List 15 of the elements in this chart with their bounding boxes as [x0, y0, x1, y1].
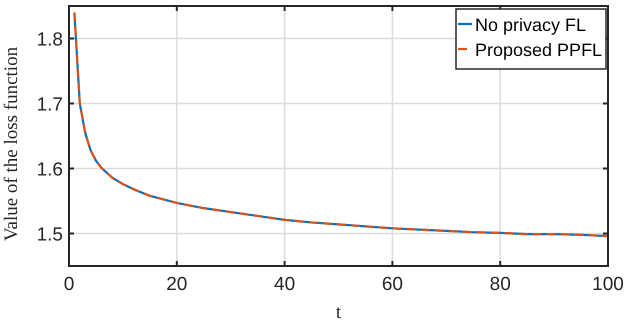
legend-label: Proposed PPFL	[475, 40, 602, 60]
x-tick-label: 20	[166, 274, 188, 295]
y-tick-label: 1.8	[36, 30, 63, 50]
x-tick-label: 0	[64, 274, 74, 295]
y-axis-title: Value of the loss function	[1, 46, 22, 242]
y-tick-label: 1.6	[36, 160, 63, 180]
x-axis-title: t	[336, 302, 342, 323]
y-tick-label: 1.7	[36, 94, 63, 116]
y-tick-label: 1.5	[36, 224, 63, 246]
x-tick-label: 80	[490, 274, 511, 295]
line-series	[73, 11, 610, 238]
x-tick-label: 60	[382, 274, 403, 295]
x-tick-label: 100	[592, 274, 624, 295]
legend-label: No privacy FL	[475, 15, 586, 35]
x-tick-label: 40	[274, 274, 296, 295]
